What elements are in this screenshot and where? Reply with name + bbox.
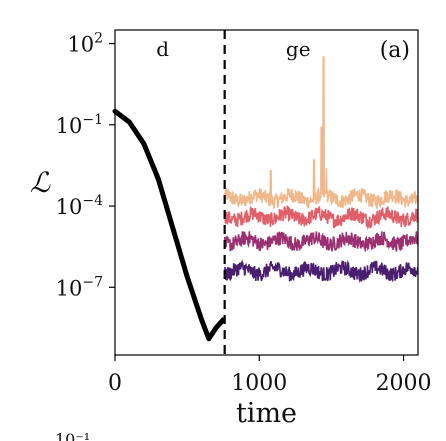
series-line-3 (223, 231, 419, 252)
series-line-2 (223, 204, 419, 230)
x-axis-label: time (236, 398, 297, 429)
x-tick-label: 2000 (376, 371, 432, 396)
region-labels: d ge (156, 37, 310, 61)
x-tick-label: 1000 (231, 371, 287, 396)
x-tick-label: 0 (108, 371, 122, 396)
y-tick-label: 10−4 (56, 193, 103, 219)
plot-area (112, 29, 419, 356)
panel-label: (a) (380, 38, 410, 63)
x-axis: 0 1000 2000 (108, 355, 432, 396)
series-layer (223, 56, 419, 284)
region-label: d (156, 37, 169, 61)
y-tick-label: 102 (67, 31, 103, 57)
plot-frame (114, 29, 419, 356)
decay-layer (112, 108, 226, 342)
y-tick-label: 10−1 (56, 112, 103, 138)
decay-curve (112, 108, 226, 342)
y-tick-label: 10−7 (56, 274, 103, 300)
series-line-4 (223, 259, 419, 284)
series-line-1 (223, 56, 419, 210)
y-axis: 102 10−1 10−4 10−7 (56, 31, 115, 300)
y-axis-label: ℒ (30, 166, 51, 199)
cut-off-tick-label: 10⁻¹ (55, 430, 91, 441)
region-label: ge (286, 37, 311, 61)
